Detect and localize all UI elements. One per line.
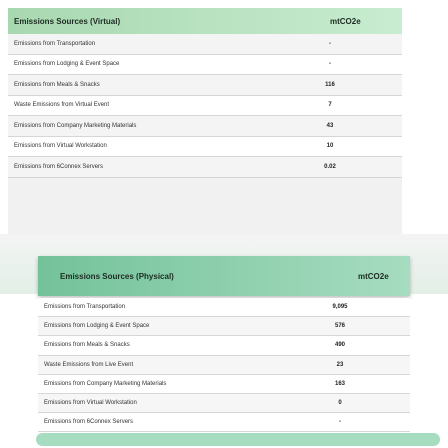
row-label: Waste Emissions from Virtual Event [14,102,110,109]
row-label: Emissions from Company Marketing Materia… [14,122,137,129]
table-row: Emissions from Virtual Workstation 10 [8,136,402,157]
table-row: Emissions from 6Connex Servers - [38,413,410,433]
physical-header: Emissions Sources (Physical) mtCO2e [38,256,410,296]
row-label: Emissions from Meals & Snacks [14,81,100,88]
header-title: Emissions Sources (Virtual) [14,16,121,26]
virtual-header: Emissions Sources (Virtual) mtCO2e [8,8,402,34]
table-row: Emissions from Lodging & Event Space 576 [38,317,410,337]
row-value: 0 [338,400,342,407]
row-label: Waste Emissions from Live Event [44,361,134,368]
row-value: 9,095 [332,304,348,311]
row-value: 576 [334,323,345,330]
header-unit: mtCO2e [330,16,361,26]
row-label: Emissions from Transportation [14,40,96,47]
row-value: 7 [328,102,332,109]
table-row: Emissions from Virtual Workstation 0 [38,394,410,414]
row-label: Emissions from 6Connex Servers [14,163,104,170]
row-value: - [329,61,331,68]
row-label: Emissions from Company Marketing Materia… [44,380,167,387]
table-row: Emissions from Transportation 9,095 [38,298,410,318]
table-row: Emissions from 6Connex Servers 0.02 [8,157,402,178]
header-title: Emissions Sources (Physical) [60,271,174,281]
table-row: Waste Emissions from Live Event 23 [38,355,410,375]
row-label: Emissions from Lodging & Event Space [44,323,150,330]
row-label: Emissions from Virtual Workstation [44,400,137,407]
row-value: 490 [334,342,345,349]
row-label: Emissions from Lodging & Event Space [14,61,120,68]
row-value: - [339,419,341,426]
row-label: Emissions from Meals & Snacks [44,342,130,349]
row-value: 0.02 [324,163,336,170]
row-value: - [329,40,331,47]
table-row: Emissions from Company Marketing Materia… [8,116,402,137]
table-row: Emissions from Meals & Snacks 116 [8,75,402,96]
row-value: 163 [334,380,345,387]
table-row: Waste Emissions from Virtual Event 7 [8,95,402,116]
row-value: 23 [336,361,344,368]
table-row: Emissions from Lodging & Event Space - [8,54,402,75]
row-value: 10 [326,143,334,150]
row-label: Emissions from 6Connex Servers [44,419,134,426]
row-label: Emissions from Virtual Workstation [14,143,107,150]
table-row: Emissions from Company Marketing Materia… [38,374,410,394]
row-label: Emissions from Transportation [44,304,126,311]
bottom-bar [36,433,440,446]
row-value: 116 [325,81,335,88]
row-value: 43 [326,122,334,129]
header-unit: mtCO2e [358,271,389,281]
table-row: Emissions from Transportation - [8,34,402,55]
table-row: Emissions from Meals & Snacks 490 [38,336,410,356]
